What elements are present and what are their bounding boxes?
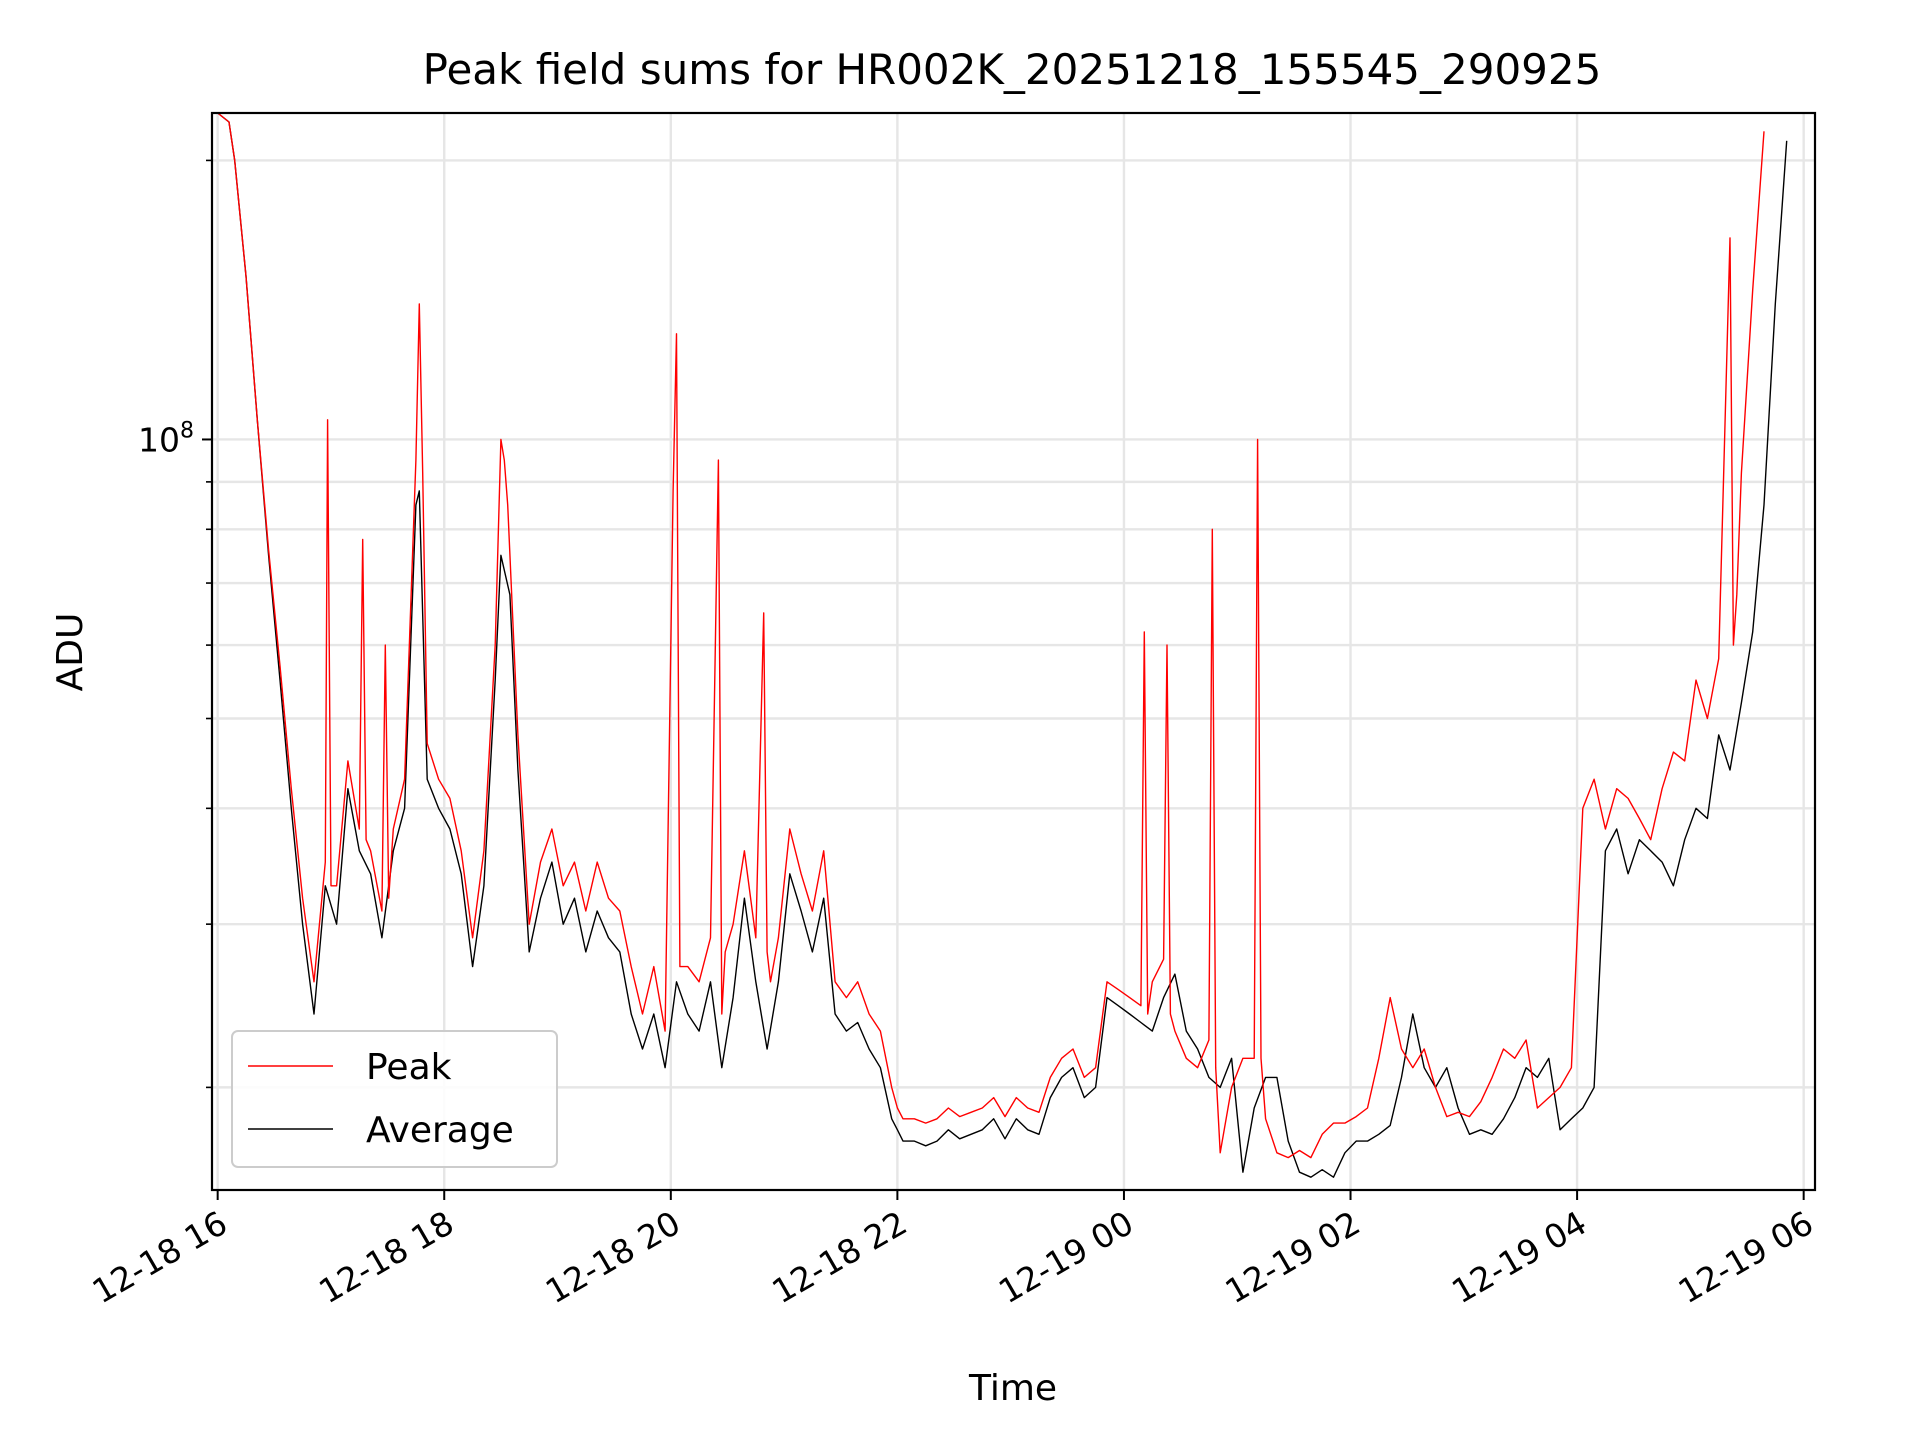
y-axis: 108 — [138, 159, 212, 1089]
chart-title: Peak field sums for HR002K_20251218_1555… — [423, 45, 1602, 94]
series-average-line — [217, 112, 1788, 1178]
legend-peak-label: Peak — [366, 1047, 452, 1088]
legend-box — [231, 1030, 558, 1168]
y-tick-label: 108 — [138, 418, 194, 459]
series-peak-line — [217, 112, 1765, 1159]
series-layer — [217, 112, 1788, 1178]
x-axis-label: Time — [968, 1368, 1057, 1409]
y-axis-label: ADU — [50, 613, 91, 692]
legend-average-label: Average — [366, 1110, 514, 1151]
plot-frame — [210, 111, 1817, 1192]
grid — [212, 113, 1815, 1190]
legend: Peak Average — [231, 1030, 558, 1168]
